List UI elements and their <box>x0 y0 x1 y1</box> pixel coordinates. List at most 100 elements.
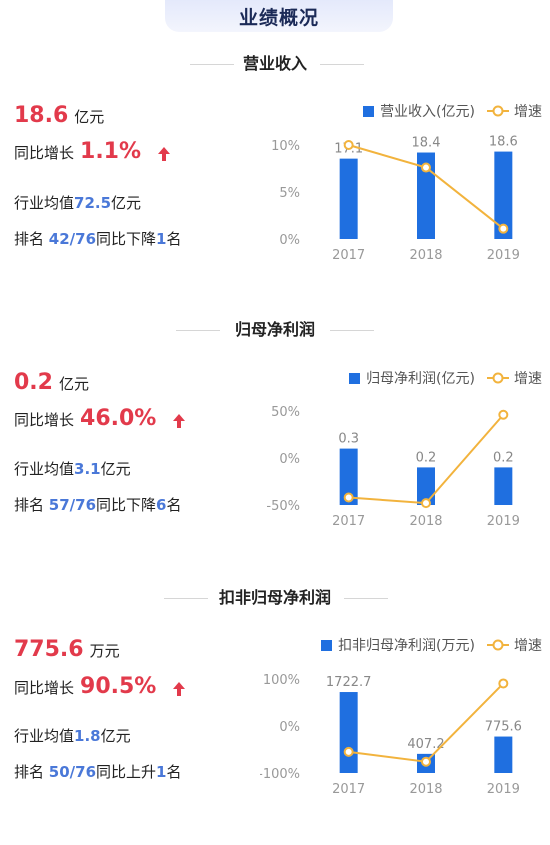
x-tick-label: 2017 <box>332 248 365 261</box>
industry-label: 行业均值 <box>14 460 75 478</box>
bar-label: 0.2 <box>416 450 437 465</box>
section-revenue: 营业收入 18.6 亿元 同比增长 1.1% 行业均值72.5亿元 排名 42/76… <box>0 51 550 311</box>
bar-label: 1722.7 <box>326 675 372 690</box>
arrow-up-icon <box>173 681 186 696</box>
growth-row: 同比增长 90.5% <box>14 674 186 699</box>
rank-change-value: 1 <box>156 230 167 248</box>
growth-point <box>421 756 431 767</box>
chart-net-profit: 50% 0% -50% 0.3 0.2 0.2 2017 2018 2019 <box>260 397 550 527</box>
value-row: 18.6 亿元 <box>14 103 104 128</box>
x-tick-label: 2019 <box>487 782 520 795</box>
divider-left <box>176 330 220 331</box>
bar <box>339 448 358 505</box>
y-tick-label: 0% <box>279 720 300 735</box>
bar-label: 18.6 <box>489 135 518 150</box>
legend-bar-swatch <box>363 105 375 117</box>
chart-legend: 营业收入(亿元) 增速 <box>363 101 542 121</box>
industry-value: 1.8 <box>74 727 101 745</box>
industry-label: 行业均值 <box>14 727 75 745</box>
rank-label: 排名 <box>14 763 45 781</box>
industry-row: 行业均值72.5亿元 <box>14 192 141 213</box>
page-title: 业绩概况 <box>238 6 319 29</box>
main-value: 0.2 <box>14 370 53 395</box>
x-tick-label: 2017 <box>332 514 365 527</box>
growth-value: 46.0% <box>80 406 157 431</box>
growth-value: 1.1% <box>80 139 142 164</box>
legend-line-label: 增速 <box>514 104 542 120</box>
section-title: 扣非归母净利润 <box>218 588 331 607</box>
legend-bar-label: 扣非归母净利润(万元) <box>338 638 475 654</box>
rank-value: 42/76 <box>48 230 97 248</box>
section-title: 营业收入 <box>242 54 307 73</box>
industry-value: 72.5 <box>74 194 112 212</box>
section-net-profit: 归母净利润 0.2 亿元 同比增长 46.0% 行业均值3.1亿元 排名 57/76… <box>0 317 550 577</box>
x-tick-label: 2019 <box>487 248 520 261</box>
bar <box>494 736 513 773</box>
growth-point <box>421 162 431 173</box>
divider-right <box>344 598 388 599</box>
bar <box>494 151 513 239</box>
y-tick-label: 0% <box>279 233 300 248</box>
y-tick-label: -100% <box>260 767 300 782</box>
growth-point <box>498 409 509 420</box>
bar <box>339 692 358 773</box>
bar <box>417 152 435 239</box>
rank-change-label: 同比下降 <box>96 496 157 514</box>
legend-line-icon <box>487 105 509 117</box>
main-unit: 亿元 <box>58 375 89 393</box>
legend-line-label: 增速 <box>514 371 542 387</box>
main-unit: 亿元 <box>74 108 105 126</box>
y-tick-label: 5% <box>279 186 300 201</box>
chart-deducted-net-profit: 100% 0% -100% 1722.7 407.2 775.6 2017 2018 2019 <box>260 665 550 795</box>
growth-point <box>343 140 354 150</box>
y-tick-label: 10% <box>271 139 300 154</box>
industry-value: 3.1 <box>74 460 101 478</box>
bar-label: 0.3 <box>338 432 359 447</box>
rank-suffix: 名 <box>166 496 182 514</box>
rank-value: 50/76 <box>48 763 97 781</box>
y-tick-label: 100% <box>263 673 300 688</box>
legend-bar-label: 归母净利润(亿元) <box>366 371 475 387</box>
arrow-up-icon <box>157 146 170 161</box>
divider-left <box>164 598 208 599</box>
growth-value: 90.5% <box>80 674 157 699</box>
legend-bar-swatch <box>321 639 333 651</box>
bar-label: 775.6 <box>485 720 522 735</box>
growth-point <box>498 223 509 234</box>
growth-point <box>343 746 354 757</box>
industry-row: 行业均值1.8亿元 <box>14 725 131 746</box>
arrow-up-icon <box>173 413 186 428</box>
bar-label: 0.2 <box>493 450 514 465</box>
header-tab: 业绩概况 <box>165 0 393 32</box>
bar-label: 18.4 <box>412 136 441 151</box>
growth-row: 同比增长 46.0% <box>14 406 186 431</box>
rank-suffix: 名 <box>166 763 182 781</box>
industry-unit: 亿元 <box>100 727 131 745</box>
legend-bar-swatch <box>349 372 361 384</box>
bar-label: 407.2 <box>407 737 444 752</box>
rank-row: 排名 50/76同比上升1名 <box>14 761 182 782</box>
rank-change-value: 6 <box>156 496 167 514</box>
bar <box>339 158 358 239</box>
growth-label: 同比增长 <box>14 144 75 162</box>
growth-point <box>498 678 509 689</box>
value-row: 0.2 亿元 <box>14 370 89 395</box>
growth-label: 同比增长 <box>14 679 75 697</box>
section-title: 归母净利润 <box>234 320 315 339</box>
main-unit: 万元 <box>89 642 120 660</box>
divider-right <box>330 330 374 331</box>
growth-point <box>421 498 431 509</box>
section-deducted-net-profit: 扣非归母净利润 775.6 万元 同比增长 90.5% 行业均值1.8亿元 排名 5… <box>0 585 550 845</box>
legend-bar-label: 营业收入(亿元) <box>380 104 475 120</box>
x-tick-label: 2017 <box>332 782 365 795</box>
x-tick-label: 2018 <box>409 782 442 795</box>
section-title-row: 扣非归母净利润 <box>0 585 550 611</box>
x-tick-label: 2019 <box>487 514 520 527</box>
rank-suffix: 名 <box>166 230 182 248</box>
main-value: 18.6 <box>14 103 69 128</box>
legend-line-label: 增速 <box>514 638 542 654</box>
section-title-row: 营业收入 <box>0 51 550 77</box>
value-row: 775.6 万元 <box>14 637 120 662</box>
